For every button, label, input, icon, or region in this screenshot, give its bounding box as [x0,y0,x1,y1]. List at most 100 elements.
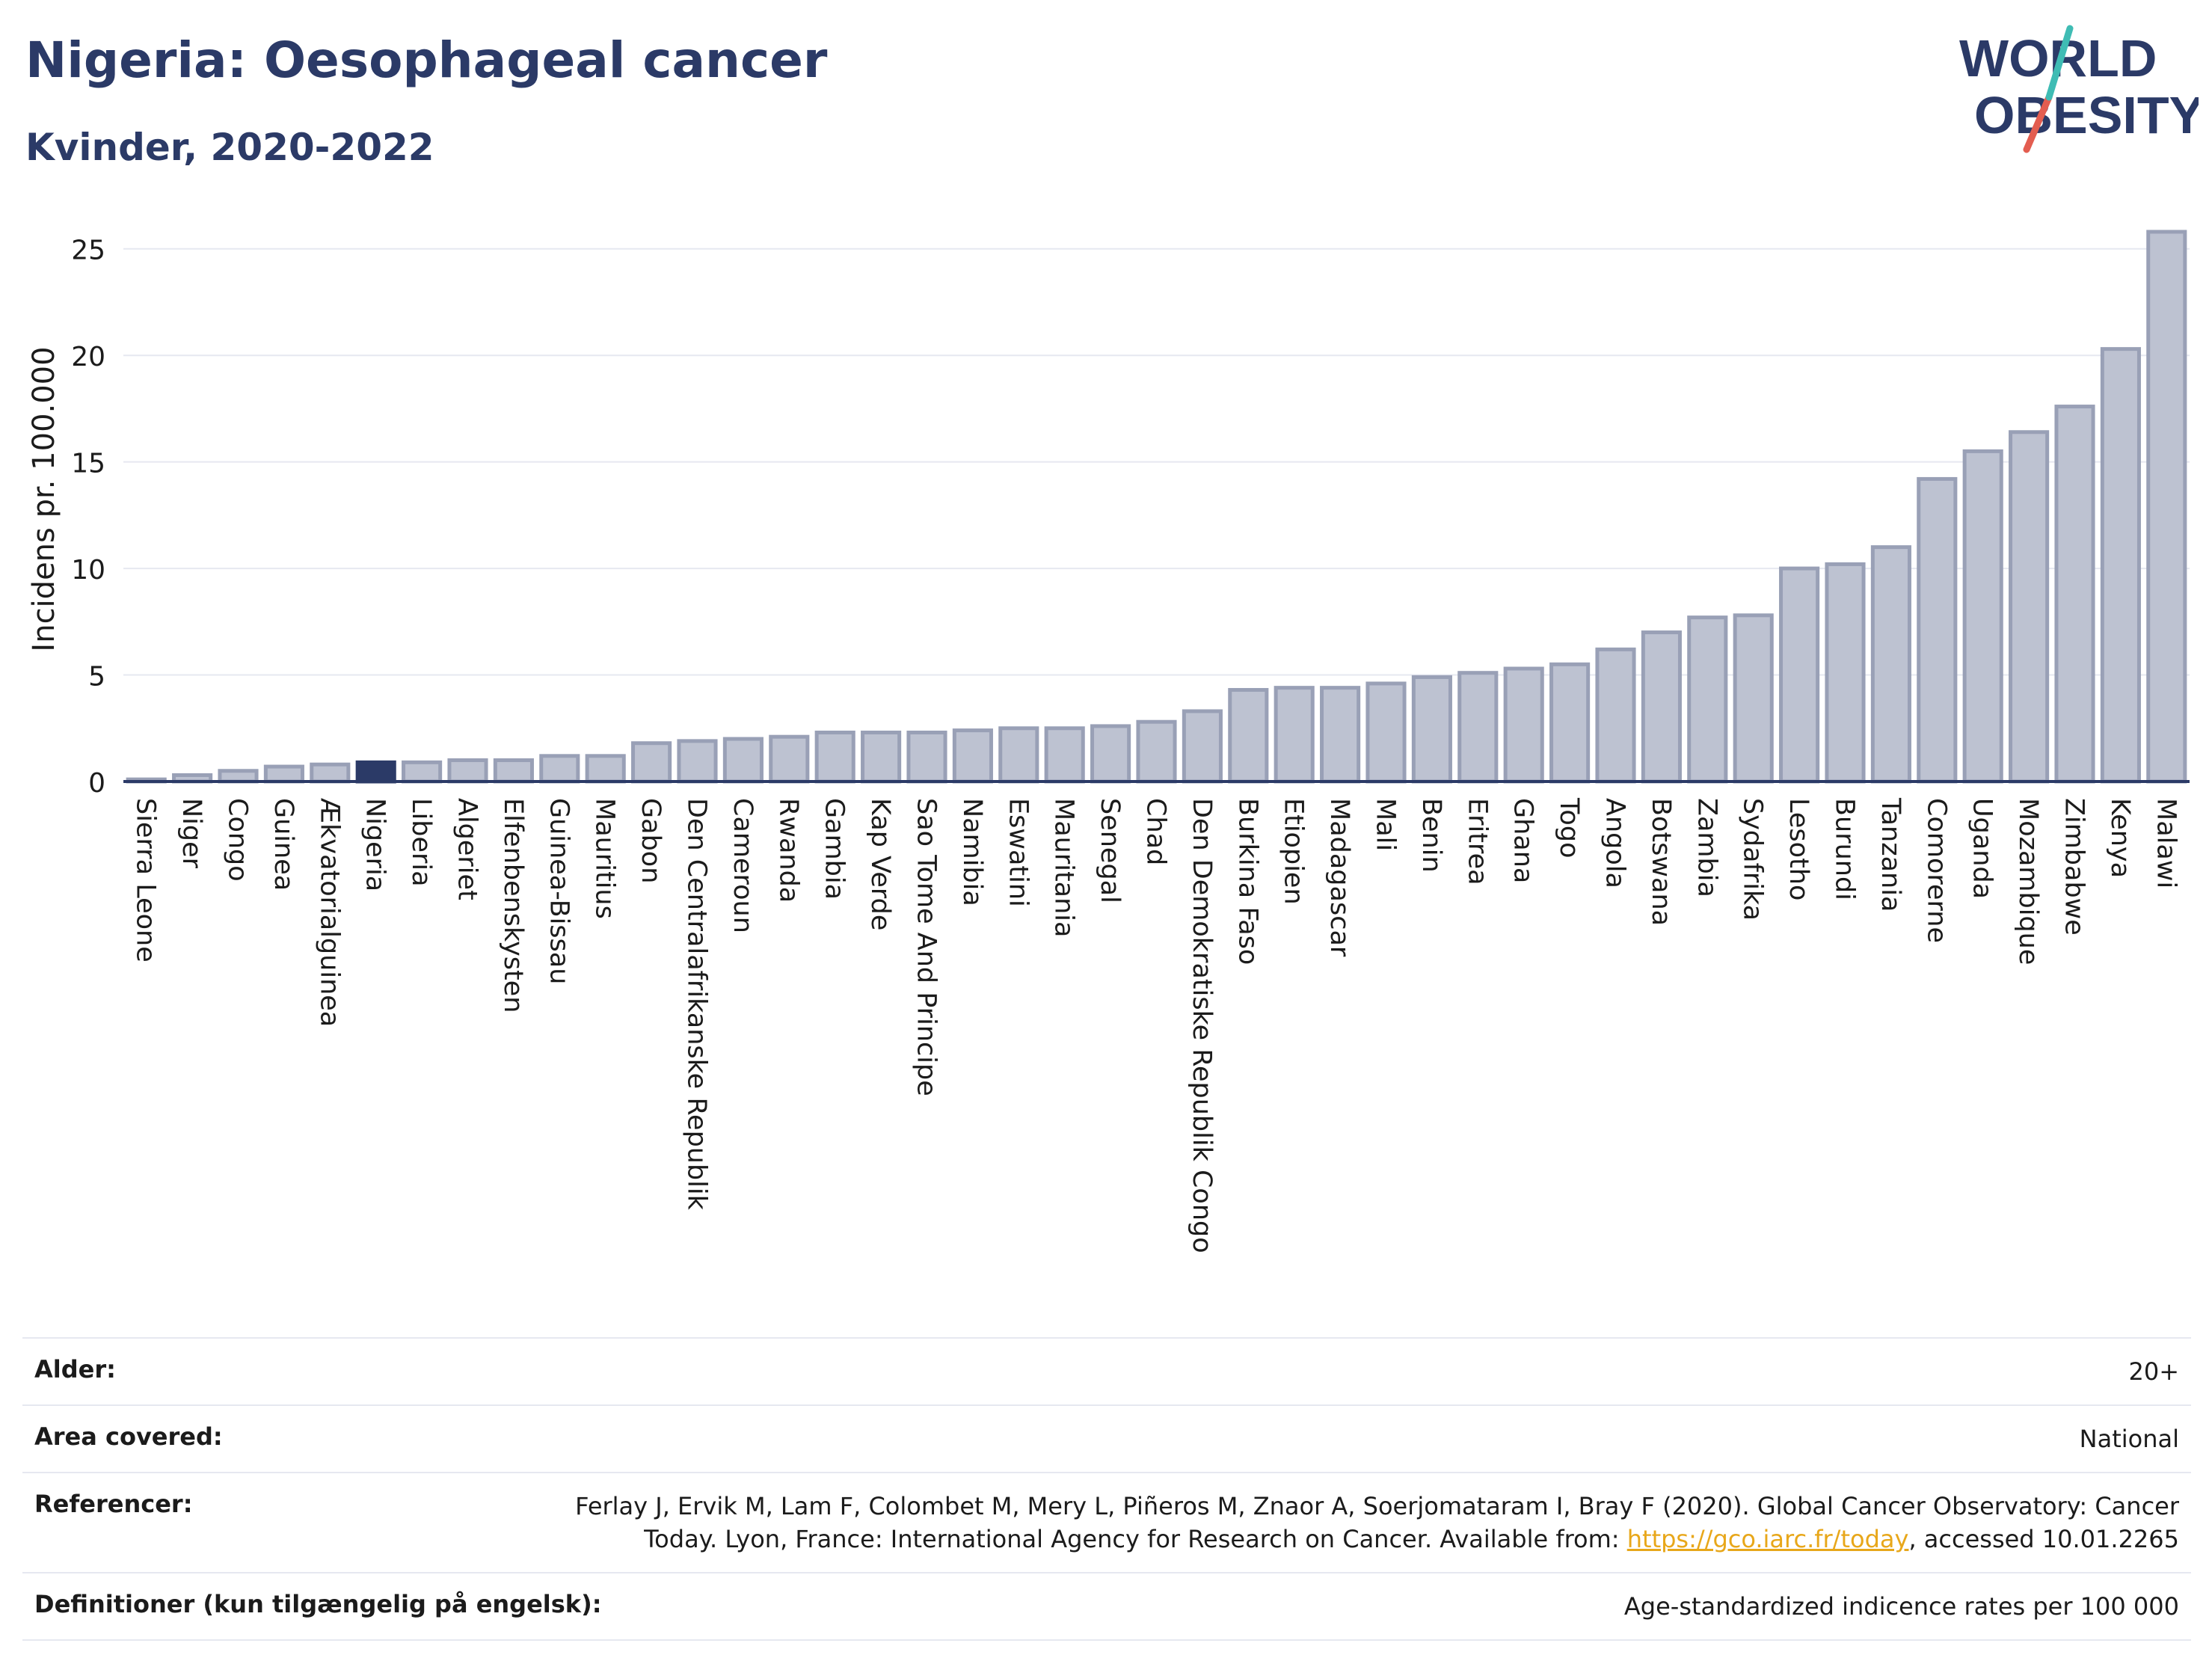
bar [263,764,304,784]
x-tick-label: Den Centralafrikanske Republik [682,798,712,1211]
definitions-label: Definitioner (kun tilgængelig på engelsk… [34,1590,602,1618]
logo-line-2: OBESITY [1974,86,2199,144]
bar [585,754,626,784]
bar [1136,719,1177,784]
x-tick-label: Liberia [406,798,436,887]
bar [1870,545,1911,784]
meta-row-references: Referencer: Ferlay J, Ervik M, Lam F, Co… [22,1472,2191,1572]
bar [2054,405,2095,784]
bar [1365,681,1407,784]
bar [998,726,1039,784]
bar [1044,726,1085,784]
x-tick-label: Elfenbenskysten [498,798,528,1013]
y-tick-label: 25 [71,236,105,266]
bar [2146,230,2187,784]
bar [631,741,672,784]
bar [1641,630,1682,784]
bar [1962,449,2003,784]
bar [1825,562,1866,784]
x-tick-label: Ghana [1508,798,1538,883]
meta-row-definitions: Definitioner (kun tilgængelig på engelsk… [22,1572,2191,1641]
bar [769,734,810,784]
bar [2009,430,2050,784]
x-tick-label: Madagascar [1324,798,1354,957]
x-tick-label: Namibia [957,798,987,906]
x-tick-label: Etiopien [1279,798,1309,905]
x-tick-label: Comorerne [1921,798,1951,943]
area-label: Area covered: [34,1422,223,1451]
x-tick-label: Burundi [1830,798,1860,900]
bar [952,728,993,784]
y-tick-label: 20 [71,342,105,372]
x-tick-label: Kenya [2105,798,2135,878]
x-tick-label: Mauritania [1049,798,1079,937]
reference-link[interactable]: https://gco.iarc.fr/today [1626,1525,1909,1553]
x-tick-label: Den Demokratiske Republik Congo [1187,798,1217,1253]
references-value: Ferlay J, Ervik M, Lam F, Colombet M, Me… [575,1490,2179,1556]
x-tick-label: Benin [1416,798,1446,873]
bar [355,760,396,784]
x-tick-label: Zimbabwe [2059,798,2089,936]
y-tick-label: 10 [71,555,105,586]
x-tick-label: Eritrea [1462,798,1492,885]
x-tick-label: Mozambique [2013,798,2043,965]
x-tick-label: Guinea-Bissau [544,798,574,984]
bar [1917,476,1958,784]
meta-row-age: Alder: 20+ [22,1337,2191,1404]
x-tick-label: Gambia [820,798,850,900]
x-tick-label: Sydafrika [1738,798,1768,921]
metadata-table: Alder: 20+ Area covered: National Refere… [22,1337,2191,1641]
x-tick-label: Tanzania [1875,797,1905,912]
y-tick-label: 5 [88,662,105,693]
x-tick-label: Angola [1600,798,1630,888]
x-tick-label: Sao Tome And Principe [912,798,941,1096]
bar [1595,647,1636,784]
x-tick-label: Congo [223,798,253,882]
bar [1182,709,1223,784]
x-tick-label: Malawi [2151,798,2181,888]
logo-slash-red [2023,93,2053,153]
bar [493,758,534,784]
bar [677,739,718,784]
reference-text-3: , accessed 10.01.2265 [1908,1525,2179,1553]
x-tick-label: Lesotho [1784,798,1813,900]
x-tick-label: Rwanda [773,798,803,903]
x-tick-label: Eswatini [1003,798,1033,907]
x-tick-label: Niger [176,798,206,869]
x-tick-label: Uganda [1967,798,1997,899]
x-tick-label: Togo [1554,797,1584,858]
x-tick-label: Gabon [636,798,666,883]
x-tick-label: Guinea [268,798,298,891]
x-tick-label: Kap Verde [865,798,895,930]
x-tick-label: Ækvatorialguinea [314,798,344,1027]
bar [1228,687,1269,784]
x-tick-label: Algeriet [452,798,482,900]
bar [861,730,902,784]
bar [722,737,764,784]
bar [1779,566,1820,784]
x-tick-label: Nigeria [360,798,390,891]
bar-chart: 0 5 10 15 20 25 Incidens pr. 100.000 Sierra Leo… [27,230,2190,1253]
age-label: Alder: [34,1355,116,1384]
bar [402,760,443,784]
x-tick-label: Sierra Leone [131,798,161,962]
y-tick-label: 0 [88,768,105,799]
bar [1411,675,1452,784]
reference-text-2: Today. Lyon, France: International Agenc… [644,1525,1627,1553]
x-tick-label: Senegal [1095,798,1125,903]
world-obesity-logo: WORLD OBESITY [1959,25,2199,153]
bar [1549,662,1591,784]
x-tick-label: Zambia [1692,798,1721,897]
bar [1090,724,1131,784]
area-value: National [2079,1425,2179,1453]
bar [2100,347,2141,784]
x-tick-label: Burkina Faso [1232,798,1262,965]
meta-row-area: Area covered: National [22,1404,2191,1472]
logo-slash-teal [2045,25,2074,101]
bar [1503,666,1544,784]
bar [1687,615,1728,784]
y-tick-label: 15 [71,449,105,479]
x-tick-label: Chad [1141,798,1171,865]
definitions-value: Age-standardized indicence rates per 100… [1623,1592,2179,1621]
bar [1733,613,1774,784]
